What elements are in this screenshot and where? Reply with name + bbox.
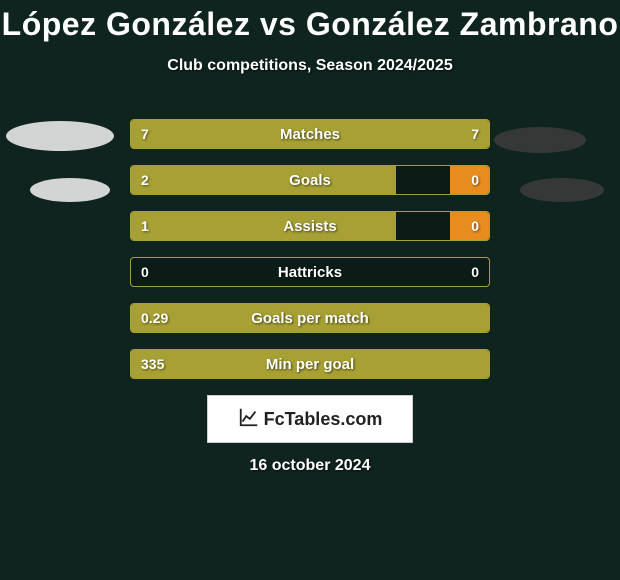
player-right-silhouette-body xyxy=(520,178,604,202)
stat-label: Hattricks xyxy=(131,258,489,286)
stat-value-right: 0 xyxy=(461,212,489,240)
stat-value-right: 7 xyxy=(461,120,489,148)
stat-row: 0.29Goals per match xyxy=(130,303,490,333)
stat-fill-left xyxy=(131,304,489,332)
stat-value-left: 0.29 xyxy=(131,304,178,332)
stat-value-left: 7 xyxy=(131,120,159,148)
player-right-silhouette xyxy=(494,127,586,153)
stat-value-left: 0 xyxy=(131,258,159,286)
subtitle: Club competitions, Season 2024/2025 xyxy=(0,57,620,75)
stats-container: 77Matches20Goals10Assists00Hattricks0.29… xyxy=(130,119,490,379)
player-left-silhouette-body xyxy=(30,178,110,202)
stat-row: 335Min per goal xyxy=(130,349,490,379)
stat-value-right: 0 xyxy=(461,258,489,286)
stat-fill-left xyxy=(131,166,396,194)
stat-value-right: 0 xyxy=(461,166,489,194)
stat-fill-left xyxy=(131,212,396,240)
branding-badge: FcTables.com xyxy=(207,395,413,443)
stat-value-left: 335 xyxy=(131,350,174,378)
stat-value-left: 2 xyxy=(131,166,159,194)
stat-row: 0 0Hattricks xyxy=(130,257,490,287)
chart-icon xyxy=(238,406,260,433)
stat-row: 77Matches xyxy=(130,119,490,149)
stat-row: 20Goals xyxy=(130,165,490,195)
stat-value-left: 1 xyxy=(131,212,159,240)
date-label: 16 october 2024 xyxy=(0,457,620,475)
player-left-silhouette xyxy=(6,121,114,151)
stat-fill-left xyxy=(131,350,489,378)
stat-row: 10Assists xyxy=(130,211,490,241)
branding-text: FcTables.com xyxy=(264,409,383,430)
page-title: López González vs González Zambrano xyxy=(0,0,620,43)
